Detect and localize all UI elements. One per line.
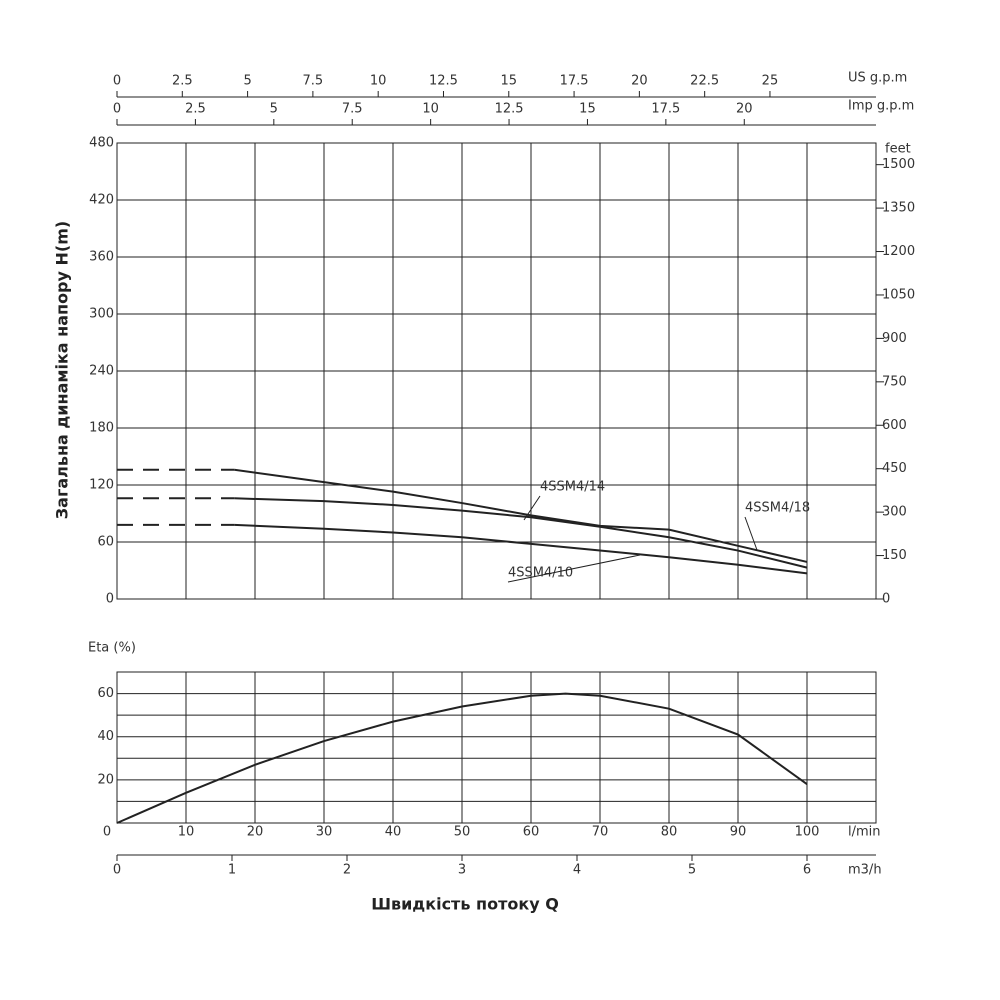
y-tick-label: 360 [89,250,114,265]
top-tick-label: 25 [762,74,779,89]
leader [744,516,758,551]
x-tick-label: 100 [795,825,820,840]
x-unit: l/min [848,825,881,840]
plot-frame [116,671,877,824]
bottom-axis-label: m3/h [848,863,882,878]
top-tick-label: 2.5 [172,74,193,89]
curve [234,523,808,575]
top-tick-label: 0 [113,74,121,89]
x-tick-label: 40 [385,825,402,840]
y-tick-label: 180 [89,421,114,436]
y-tick-label: 420 [89,193,114,208]
leader [523,495,541,521]
x-tick-label: 60 [523,825,540,840]
x-tick-label: 10 [178,825,195,840]
x-axis-title: Швидкість потоку Q [371,895,559,914]
y-tick-label: 240 [89,364,114,379]
y2-tick-label: 0 [882,592,890,607]
y-tick-label: 60 [97,535,114,550]
x-tick-label: 50 [454,825,471,840]
top-tick-label: 0 [113,102,121,117]
top-tick-label: 10 [422,102,439,117]
top-tick-label: 12.5 [429,74,458,89]
top-tick-label: 7.5 [303,74,324,89]
y-tick-label: 20 [97,772,114,787]
top-tick-label: 15 [501,74,518,89]
y2-tick-label: 600 [882,418,907,433]
series-label: 4SSM4/18 [745,501,810,516]
leader [507,554,641,583]
y-tick-label: 0 [106,592,114,607]
x-tick-label: 20 [247,825,264,840]
y2-tick-label: 1350 [882,201,915,216]
top-tick-label: 2.5 [185,102,206,117]
top-tick-label: 5 [270,102,278,117]
bottom-tick-label: 0 [113,863,121,878]
top-tick-label: 5 [243,74,251,89]
y-tick-label: 120 [89,478,114,493]
x-tick-label: 0 [103,825,111,840]
top-tick-label: 17.5 [651,102,680,117]
bottom-tick-label: 4 [573,863,581,878]
bottom-tick-label: 6 [803,863,811,878]
y-tick-label: 480 [89,136,114,151]
y2-tick-label: 300 [882,505,907,520]
y2-tick-label: 450 [882,461,907,476]
top-tick-label: 20 [631,74,648,89]
y2-tick-label: 1050 [882,287,915,302]
series-label: 4SSM4/10 [508,566,573,581]
y-tick-label: 300 [89,307,114,322]
eta-axis-title: Eta (%) [88,641,136,656]
y2-tick-label: 1200 [882,244,915,259]
top-tick-label: 7.5 [342,102,363,117]
bottom-tick-label: 1 [228,863,236,878]
bottom-tick-label: 5 [688,863,696,878]
curve [234,468,808,563]
y-axis-title: Загальна динаміка напору H(m) [53,221,72,519]
x-tick-label: 30 [316,825,333,840]
top-tick-label: 15 [579,102,596,117]
top-axis-label: Imp g.p.m [848,99,914,114]
bottom-tick-label: 3 [458,863,466,878]
y2-tick-label: 1500 [882,157,915,172]
top-tick-label: 10 [370,74,387,89]
x-tick-label: 80 [661,825,678,840]
y2-tick-label: 900 [882,331,907,346]
top-tick-label: 22.5 [690,74,719,89]
y2-tick-label: 750 [882,374,907,389]
y-tick-label: 60 [97,686,114,701]
top-axis-label: US g.p.m [848,71,907,86]
y2-axis-title: feet [885,142,911,157]
top-tick-label: 17.5 [560,74,589,89]
top-tick-label: 20 [736,102,753,117]
x-tick-label: 90 [730,825,747,840]
x-tick-label: 70 [592,825,609,840]
top-tick-label: 12.5 [495,102,524,117]
y-tick-label: 40 [97,729,114,744]
bottom-tick-label: 2 [343,863,351,878]
y2-tick-label: 150 [882,548,907,563]
series-label: 4SSM4/14 [540,480,605,495]
curve [234,497,808,569]
curve [116,692,808,824]
